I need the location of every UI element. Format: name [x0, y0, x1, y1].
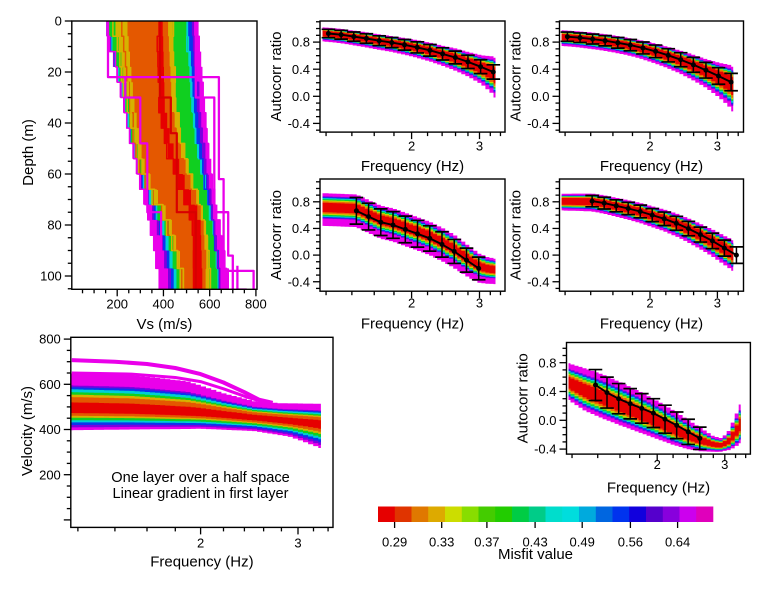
svg-text:0.29: 0.29: [382, 535, 407, 550]
svg-text:40: 40: [47, 116, 61, 131]
svg-text:400: 400: [153, 297, 175, 312]
svg-text:2: 2: [197, 536, 204, 551]
svg-text:0.0: 0.0: [292, 248, 310, 263]
svg-text:80: 80: [47, 218, 61, 233]
svg-text:0: 0: [55, 14, 62, 29]
svg-text:0.8: 0.8: [538, 355, 556, 370]
svg-text:60: 60: [47, 167, 61, 182]
svg-text:Depth (m): Depth (m): [20, 119, 37, 186]
svg-text:Linear gradient in first layer: Linear gradient in first layer: [112, 486, 288, 502]
svg-text:Frequency (Hz): Frequency (Hz): [600, 316, 703, 333]
svg-text:3: 3: [476, 295, 483, 310]
svg-text:800: 800: [245, 297, 267, 312]
svg-text:-0.4: -0.4: [527, 116, 549, 131]
svg-text:2: 2: [646, 295, 653, 310]
svg-text:20: 20: [47, 65, 61, 80]
svg-text:0.0: 0.0: [531, 248, 549, 263]
svg-text:0.4: 0.4: [292, 221, 310, 236]
svg-text:Frequency (Hz): Frequency (Hz): [150, 553, 253, 570]
svg-text:Autocorr ratio: Autocorr ratio: [508, 31, 525, 121]
svg-text:0.0: 0.0: [292, 89, 310, 104]
svg-text:0.8: 0.8: [292, 194, 310, 209]
svg-text:400: 400: [39, 422, 61, 437]
svg-text:-0.4: -0.4: [534, 442, 556, 457]
svg-text:3: 3: [294, 536, 301, 551]
svg-text:200: 200: [39, 467, 61, 482]
svg-text:2: 2: [646, 139, 653, 154]
svg-text:Frequency (Hz): Frequency (Hz): [361, 158, 464, 175]
svg-text:0.64: 0.64: [665, 535, 690, 550]
svg-text:3: 3: [714, 139, 721, 154]
svg-text:-0.4: -0.4: [288, 116, 310, 131]
svg-text:0.37: 0.37: [474, 535, 499, 550]
svg-text:3: 3: [476, 139, 483, 154]
svg-text:-0.4: -0.4: [288, 274, 310, 289]
svg-text:3: 3: [721, 457, 728, 472]
svg-text:Vs (m/s): Vs (m/s): [136, 316, 192, 333]
svg-text:0.4: 0.4: [292, 62, 310, 77]
svg-text:0.4: 0.4: [538, 384, 556, 399]
svg-text:Autocorr ratio: Autocorr ratio: [268, 190, 285, 280]
svg-text:0.4: 0.4: [531, 221, 549, 236]
svg-text:2: 2: [408, 295, 415, 310]
svg-text:0.43: 0.43: [522, 535, 547, 550]
svg-text:Frequency (Hz): Frequency (Hz): [607, 480, 710, 497]
svg-text:0.4: 0.4: [531, 62, 549, 77]
svg-text:One layer over a half space: One layer over a half space: [111, 470, 289, 486]
svg-text:Misfit value: Misfit value: [498, 546, 573, 563]
svg-text:Autocorr ratio: Autocorr ratio: [515, 353, 532, 443]
svg-text:800: 800: [39, 332, 61, 347]
svg-text:3: 3: [714, 295, 721, 310]
svg-text:2: 2: [408, 139, 415, 154]
svg-text:0.8: 0.8: [531, 194, 549, 209]
svg-text:0.0: 0.0: [538, 413, 556, 428]
svg-text:Velocity (m/s): Velocity (m/s): [19, 386, 36, 476]
svg-text:Frequency (Hz): Frequency (Hz): [600, 158, 703, 175]
svg-text:600: 600: [199, 297, 221, 312]
svg-text:0.56: 0.56: [618, 535, 643, 550]
svg-text:200: 200: [106, 297, 128, 312]
svg-text:0.0: 0.0: [531, 89, 549, 104]
svg-text:0.33: 0.33: [429, 535, 454, 550]
svg-text:0.49: 0.49: [570, 535, 595, 550]
svg-text:Frequency (Hz): Frequency (Hz): [361, 316, 464, 333]
svg-text:-0.4: -0.4: [527, 274, 549, 289]
svg-text:100: 100: [40, 269, 62, 284]
svg-text:Autocorr ratio: Autocorr ratio: [508, 190, 525, 280]
svg-text:0.8: 0.8: [292, 35, 310, 50]
svg-text:0.8: 0.8: [531, 35, 549, 50]
svg-text:2: 2: [654, 457, 661, 472]
svg-text:600: 600: [39, 377, 61, 392]
svg-text:Autocorr ratio: Autocorr ratio: [268, 31, 285, 121]
